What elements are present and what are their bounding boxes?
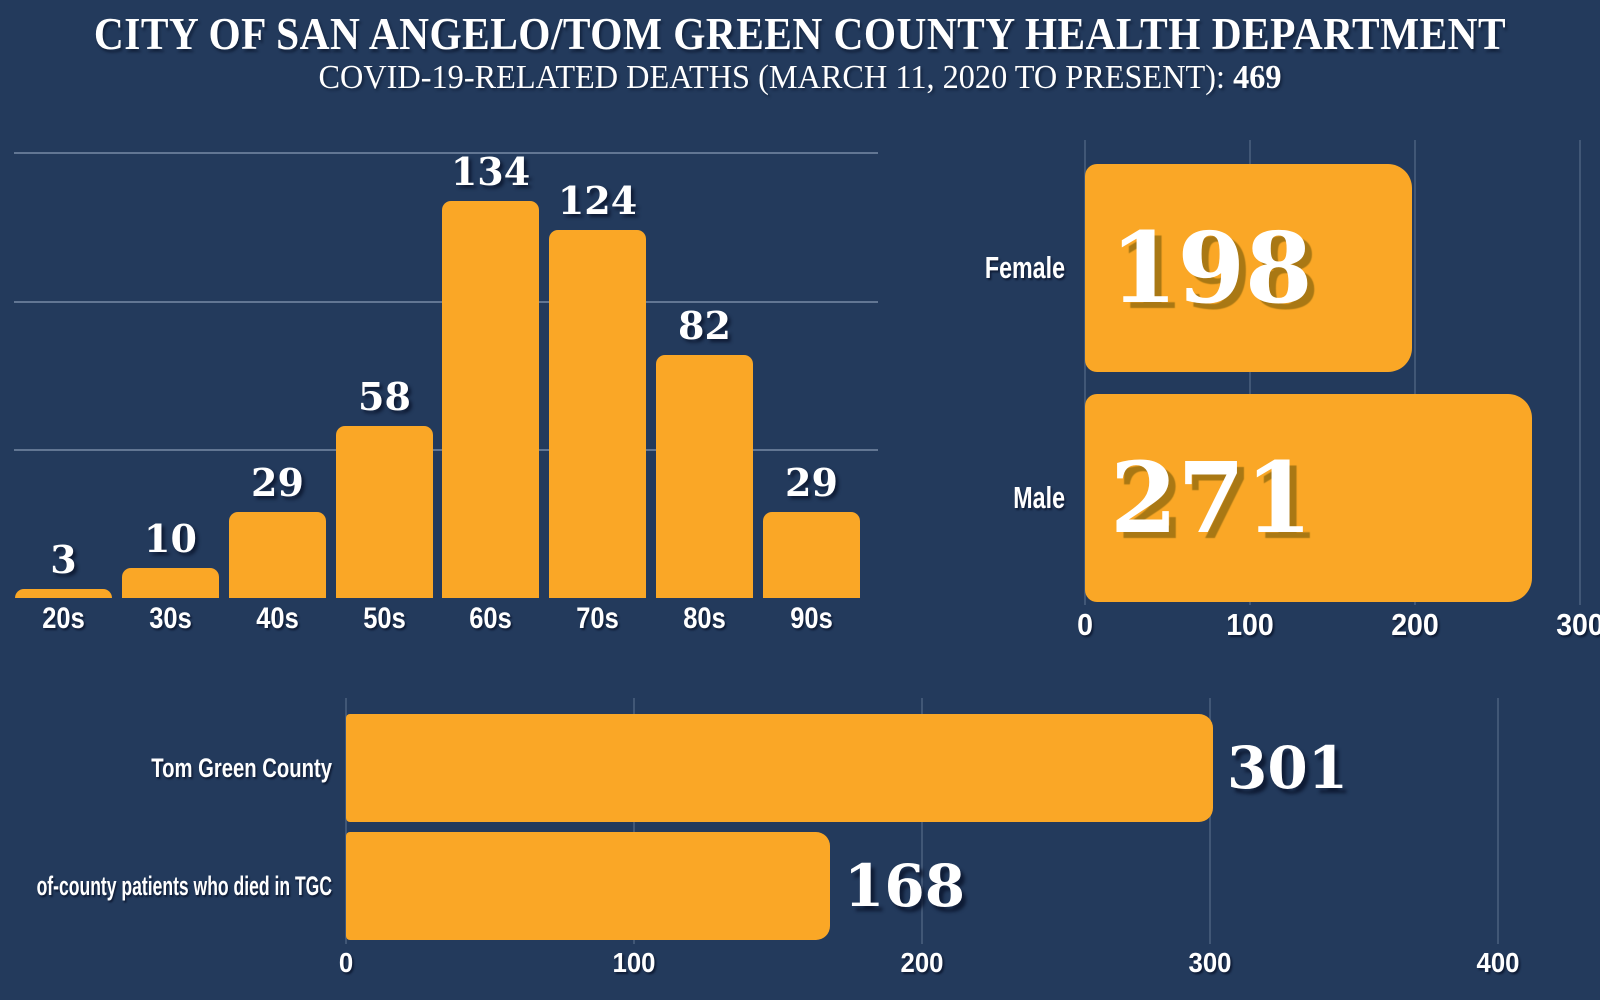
gender-axis-tick: 100 xyxy=(1226,607,1274,642)
age-bar-30s xyxy=(122,568,219,598)
gender-axis-tick: 300 xyxy=(1556,607,1600,642)
county-axis-tick: 400 xyxy=(1476,947,1520,978)
gender-axis-tick: 200 xyxy=(1391,607,1439,642)
page-title: CITY OF SAN ANGELO/TOM GREEN COUNTY HEAL… xyxy=(93,8,1507,59)
age-bar-value: 82 xyxy=(678,303,731,348)
age-bar-20s xyxy=(15,589,112,598)
age-gridline xyxy=(14,152,878,154)
age-axis-label: 90s xyxy=(790,602,833,635)
gender-gridline xyxy=(1579,140,1581,605)
county-axis-tick: 300 xyxy=(1188,947,1232,978)
age-bar-value: 134 xyxy=(450,149,531,194)
page-subtitle: COVID-19-RELATED DEATHS (MARCH 11, 2020 … xyxy=(40,57,1560,99)
gender-gridline xyxy=(1249,140,1251,605)
county-category-label: Tom Green County xyxy=(151,753,332,783)
age-bar-value: 58 xyxy=(358,374,411,419)
age-bar-value: 124 xyxy=(557,178,638,223)
age-axis-label: 50s xyxy=(363,602,406,635)
age-axis-label: 30s xyxy=(149,602,192,635)
gender-gridline xyxy=(1084,140,1086,605)
gender-bar-female xyxy=(1085,164,1412,372)
total-deaths-count: 469 xyxy=(1233,59,1282,96)
county-category-label: of-county patients who died in TGC xyxy=(36,871,333,901)
county-bar-out-of-county xyxy=(346,832,830,940)
county-axis-tick: 0 xyxy=(338,947,354,978)
age-bar-value: 3 xyxy=(50,537,77,582)
county-axis-tick: 100 xyxy=(612,947,656,978)
age-bar-value: 29 xyxy=(785,460,838,505)
age-bar-50s xyxy=(336,426,433,598)
county-gridline xyxy=(345,698,347,944)
age-bar-80s xyxy=(656,355,753,598)
subtitle-text: COVID-19-RELATED DEATHS (MARCH 11, 2020 … xyxy=(318,59,1234,96)
county-bar-tom-green-county xyxy=(346,714,1213,822)
county-gridline xyxy=(1497,698,1499,944)
gender-gridline xyxy=(1414,140,1416,605)
gender-bar-male xyxy=(1085,394,1532,602)
age-bar-90s xyxy=(763,512,860,598)
age-axis-label: 80s xyxy=(683,602,726,635)
county-gridline xyxy=(1209,698,1211,944)
county-bar-value: 301 xyxy=(1227,734,1349,802)
age-axis-label: 40s xyxy=(256,602,299,635)
gender-bar-value: 198 xyxy=(1110,211,1313,325)
age-bar-40s xyxy=(229,512,326,598)
age-bar-value: 10 xyxy=(144,516,197,561)
gender-axis-tick: 0 xyxy=(1077,607,1093,642)
gender-category-label: Male xyxy=(1013,480,1065,515)
gender-bar-value: 271 xyxy=(1110,441,1313,555)
gender-category-label: Female xyxy=(984,250,1065,285)
county-bar-value: 168 xyxy=(844,852,966,920)
age-bar-60s xyxy=(442,201,539,598)
age-bar-70s xyxy=(549,230,646,598)
age-axis-label: 70s xyxy=(576,602,619,635)
age-axis-label: 20s xyxy=(42,602,85,635)
age-bar-value: 29 xyxy=(251,460,304,505)
county-axis-tick: 200 xyxy=(900,947,944,978)
age-axis-label: 60s xyxy=(469,602,512,635)
